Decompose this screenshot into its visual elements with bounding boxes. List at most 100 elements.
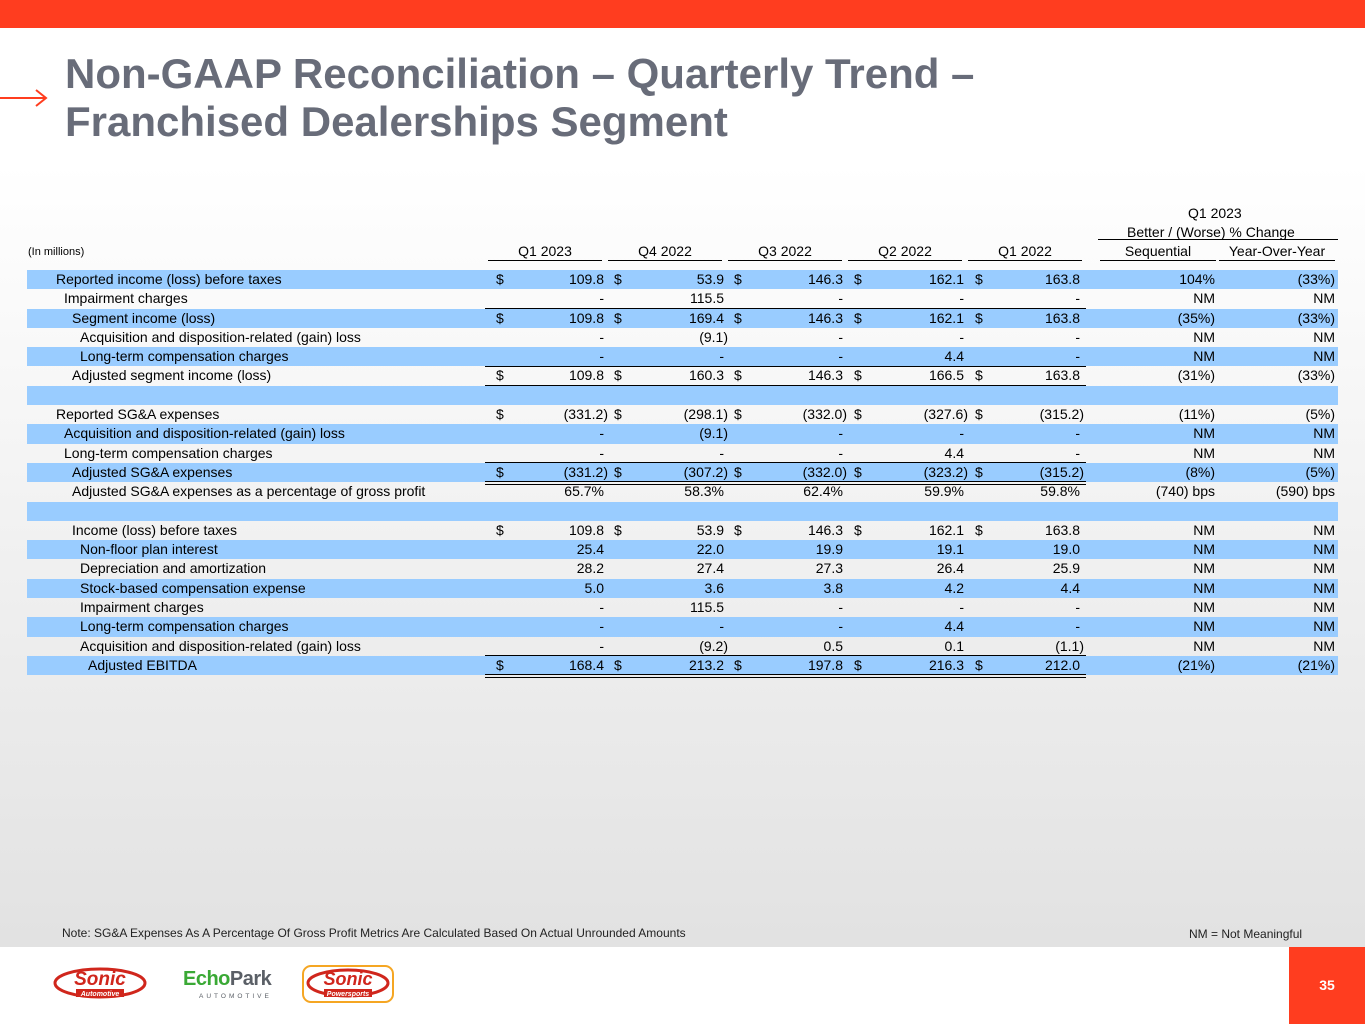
subtotal-underline (485, 462, 1086, 463)
year-over-year-change: NM (1313, 618, 1335, 635)
echopark-logo: EchoPark AUTOMOTIVE (183, 968, 275, 1002)
table-row: Acquisition and disposition-related (gai… (27, 637, 1338, 656)
currency-symbol: $ (496, 521, 504, 538)
table-row: Adjusted segment income (loss) $109.8 $160… (27, 366, 1338, 385)
cell-value: (332.0) (802, 463, 847, 480)
total-underline (485, 484, 1086, 486)
cell-value: - (838, 618, 843, 635)
row-label: Reported income (loss) before taxes (56, 271, 282, 287)
echopark-logo-park: Park (229, 968, 272, 990)
table-row: Income (loss) before taxes $109.8 $53.9 $14… (27, 521, 1338, 540)
year-over-year-change: NM (1313, 290, 1335, 307)
cell-value: - (599, 637, 604, 654)
year-over-year-change: NM (1313, 328, 1335, 345)
cell-value: (9.2) (699, 637, 728, 654)
currency-symbol: $ (614, 367, 622, 384)
cell-value: 115.5 (690, 290, 724, 307)
cell-value: 146.3 (807, 309, 843, 326)
sequential-change: (31%) (1177, 367, 1215, 384)
table-row: Segment income (loss) $109.8 $169.4 $146.3 $… (27, 308, 1338, 328)
row-label: Depreciation and amortization (80, 560, 266, 577)
cell-value: - (838, 425, 843, 442)
cell-value: 162.1 (928, 271, 964, 287)
cell-value: 163.8 (1044, 521, 1080, 538)
sequential-change: NM (1193, 541, 1215, 558)
table-row: Stock-based compensation expense 5.0 3.6 3.… (27, 578, 1338, 599)
currency-symbol: $ (854, 271, 862, 287)
column-header-4: Q2 2022 (878, 243, 932, 259)
currency-symbol: $ (854, 406, 862, 423)
year-over-year-change: NM (1313, 444, 1335, 461)
spacer-row (27, 385, 1338, 406)
row-label: Long-term compensation charges (64, 444, 273, 461)
cell-value: (327.6) (923, 406, 968, 423)
currency-symbol: $ (614, 656, 622, 673)
row-label: Stock-based compensation expense (80, 579, 306, 596)
cell-value: (1.1) (1055, 637, 1084, 654)
row-label: Income (loss) before taxes (72, 521, 237, 538)
sequential-change: NM (1193, 599, 1215, 616)
cell-value: - (599, 290, 604, 307)
row-label: Adjusted segment income (loss) (72, 367, 272, 384)
cell-value: - (838, 290, 843, 307)
cell-value: 19.9 (815, 541, 843, 558)
table-row: Non-floor plan interest 25.4 22.0 19.9 19.1 1… (27, 540, 1338, 560)
cell-value: 163.8 (1044, 367, 1080, 384)
cell-value: 109.8 (568, 367, 604, 384)
year-over-year-change: (5%) (1305, 406, 1335, 423)
currency-symbol: $ (614, 309, 622, 326)
table-row: Long-term compensation charges - - - 4.4 - NM N… (27, 617, 1338, 637)
currency-symbol: $ (734, 656, 742, 673)
cell-value: 4.2 (944, 579, 964, 596)
cell-value: 213.2 (688, 656, 724, 673)
year-over-year-change: NM (1313, 599, 1335, 616)
cell-value: - (838, 444, 843, 461)
cell-value: 166.5 (928, 367, 964, 384)
cell-value: 53.9 (696, 521, 724, 538)
sequential-change: NM (1193, 348, 1215, 365)
year-over-year-change: NM (1313, 425, 1335, 442)
nm-legend: NM = Not Meaningful (1189, 927, 1303, 941)
cell-value: 58.3% (684, 483, 724, 500)
total-underline (485, 677, 1086, 679)
sonic-automotive-logo: Sonic Automotive (53, 967, 147, 999)
top-accent-bar (0, 0, 1365, 28)
change-header-underline (1100, 260, 1216, 261)
cell-value: - (838, 348, 843, 365)
cell-value: 146.3 (807, 271, 843, 287)
cell-value: 163.8 (1044, 309, 1080, 326)
cell-value: 27.3 (815, 560, 843, 577)
change-header-underline (1098, 239, 1338, 240)
currency-symbol: $ (614, 463, 622, 480)
currency-symbol: $ (734, 406, 742, 423)
cell-value: (9.1) (699, 425, 728, 442)
currency-symbol: $ (854, 309, 862, 326)
row-label: Impairment charges (80, 599, 204, 616)
sequential-change: NM (1193, 425, 1215, 442)
row-label: Long-term compensation charges (80, 348, 289, 365)
sequential-change: NM (1193, 618, 1215, 635)
currency-symbol: $ (734, 309, 742, 326)
cell-value: 19.1 (936, 541, 964, 558)
currency-symbol: $ (975, 406, 983, 423)
cell-value: - (838, 328, 843, 345)
cell-value: - (719, 618, 724, 635)
sequential-header: Sequential (1124, 243, 1192, 259)
currency-symbol: $ (975, 656, 983, 673)
sequential-change: NM (1193, 521, 1215, 538)
sequential-change: 104% (1179, 271, 1215, 287)
cell-value: 197.8 (807, 656, 843, 673)
cell-value: 22.0 (696, 541, 724, 558)
echopark-logo-echo: Echo (183, 968, 230, 990)
page-title-line1: Non-GAAP Reconciliation – Quarterly Tren… (65, 50, 975, 97)
sequential-change: NM (1193, 579, 1215, 596)
cell-value: - (1075, 599, 1080, 616)
currency-symbol: $ (975, 463, 983, 480)
cell-value: 162.1 (928, 309, 964, 326)
svg-text:Powersports: Powersports (327, 991, 370, 998)
cell-value: 27.4 (696, 560, 724, 577)
cell-value: 19.0 (1052, 541, 1080, 558)
svg-text:Sonic: Sonic (74, 969, 126, 990)
total-underline (485, 384, 1086, 386)
year-over-year-change: (5%) (1305, 463, 1335, 480)
